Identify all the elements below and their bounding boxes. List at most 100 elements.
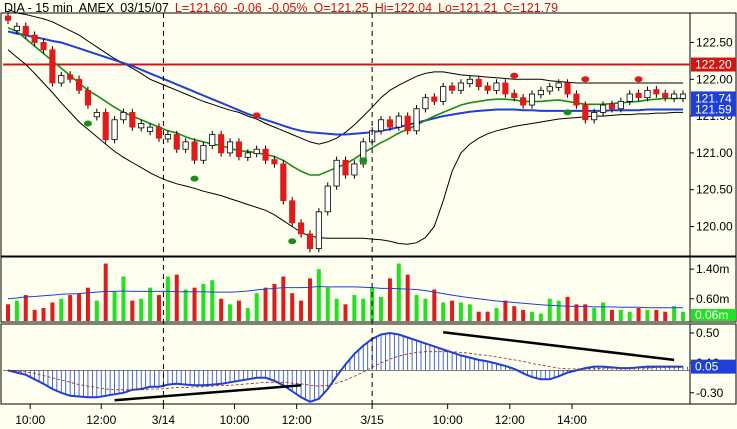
candle-down bbox=[342, 159, 349, 176]
time-tick-label: 3/15 bbox=[360, 413, 384, 427]
volume-bar bbox=[538, 313, 543, 321]
candle-down bbox=[173, 134, 180, 150]
candle-down bbox=[484, 85, 491, 91]
volume-bar bbox=[672, 306, 677, 321]
candle-down bbox=[31, 34, 38, 43]
time-tick-label: 10:00 bbox=[15, 413, 45, 427]
candle-up bbox=[600, 104, 607, 113]
divergence-line bbox=[443, 330, 675, 362]
volume-bar bbox=[645, 309, 650, 321]
volume-bar bbox=[441, 302, 446, 321]
candle-up bbox=[315, 211, 322, 250]
volume-bar bbox=[59, 298, 64, 321]
candle-down bbox=[511, 92, 518, 99]
volume-bar bbox=[485, 311, 490, 321]
oscillator-tick-label: 0.50 bbox=[696, 326, 720, 340]
candle-up bbox=[591, 112, 598, 121]
time-tick-label: 3/14 bbox=[152, 413, 176, 427]
high-marker bbox=[634, 76, 643, 83]
volume-bar bbox=[530, 311, 535, 321]
volume-average-line bbox=[7, 285, 683, 309]
oscillator-panel[interactable]: 0.500.10-0.300.05 bbox=[0, 323, 737, 405]
candle-down bbox=[191, 141, 198, 161]
volume-bar bbox=[609, 309, 614, 321]
volume-bar bbox=[387, 278, 392, 321]
oscillator-tick-label: -0.30 bbox=[696, 386, 724, 400]
high-marker bbox=[252, 112, 261, 119]
candle-up bbox=[395, 115, 402, 128]
candle-down bbox=[449, 85, 456, 91]
oscillator-line bbox=[7, 331, 683, 403]
volume-bar bbox=[236, 300, 241, 321]
volume-bar bbox=[316, 269, 321, 321]
candle-up bbox=[182, 141, 189, 150]
volume-bar bbox=[281, 276, 286, 321]
candle-up bbox=[422, 97, 429, 110]
volume-bar bbox=[432, 289, 437, 321]
volume-bar bbox=[192, 287, 197, 321]
volume-bar bbox=[521, 309, 526, 321]
volume-bar bbox=[299, 300, 304, 321]
candle-up bbox=[440, 86, 447, 102]
price-label-box bbox=[691, 91, 736, 106]
volume-bar bbox=[458, 302, 463, 321]
candle-down bbox=[289, 200, 296, 224]
volume-label-box bbox=[691, 309, 736, 321]
time-tick-label: 12:00 bbox=[86, 413, 116, 427]
oscillator-label-box bbox=[691, 359, 736, 374]
candle-down bbox=[22, 25, 29, 36]
price-change: -0.06 bbox=[233, 1, 262, 15]
volume-bar bbox=[165, 276, 170, 321]
candle-up bbox=[226, 141, 234, 154]
low-price: Lo=121.21 bbox=[438, 1, 498, 15]
divergence-line bbox=[114, 384, 302, 402]
candle-down bbox=[271, 159, 278, 165]
volume-bar bbox=[405, 274, 410, 321]
volume-bar bbox=[148, 287, 153, 321]
lower-band-line bbox=[7, 49, 683, 245]
volume-bar bbox=[379, 296, 384, 321]
volume-bar bbox=[290, 293, 295, 321]
volume-bar bbox=[14, 300, 19, 321]
candle-down bbox=[67, 74, 74, 80]
candle-down bbox=[155, 126, 163, 139]
price-tick-label: 121.00 bbox=[696, 146, 733, 160]
volume-bar bbox=[219, 298, 224, 321]
oscillator-label-text: 0.05 bbox=[695, 360, 719, 374]
candle-down bbox=[520, 97, 527, 106]
volume-bar bbox=[512, 306, 517, 321]
symbol-label: DIA - 15 min bbox=[4, 1, 73, 15]
volume-bar bbox=[183, 289, 188, 321]
volume-panel[interactable]: 1.40m 0.60m 0.06m bbox=[0, 256, 737, 323]
candle-up bbox=[138, 123, 145, 129]
volume-bar bbox=[547, 298, 552, 321]
volume-bar bbox=[6, 304, 10, 321]
candle-down bbox=[4, 15, 12, 21]
price-change-pct: -0.05% bbox=[267, 1, 308, 15]
exchange-label: AMEX bbox=[78, 1, 115, 15]
candle-up bbox=[120, 112, 127, 121]
volume-bar bbox=[494, 308, 499, 321]
price-scale-frame bbox=[689, 12, 737, 257]
price-label-text: 121.74 bbox=[695, 91, 732, 105]
candle-down bbox=[502, 82, 509, 95]
volume-bar bbox=[112, 291, 117, 321]
volume-bar bbox=[503, 300, 508, 321]
candle-up bbox=[164, 134, 171, 140]
price-tick-label: 122.00 bbox=[696, 72, 733, 86]
volume-bar bbox=[343, 304, 348, 321]
candle-down bbox=[49, 49, 56, 84]
volume-bar bbox=[103, 263, 108, 321]
candle-up bbox=[13, 25, 20, 32]
candle-up bbox=[324, 185, 331, 213]
candle-down bbox=[404, 115, 411, 132]
volume-bar bbox=[450, 300, 455, 321]
volume-bar bbox=[565, 296, 570, 321]
price-label-box bbox=[691, 102, 736, 117]
volume-bar bbox=[32, 309, 37, 321]
candle-down bbox=[431, 96, 438, 102]
candle-up bbox=[147, 126, 154, 132]
price-panel[interactable]: 122.50122.00121.50121.00120.50120.00122.… bbox=[0, 8, 737, 257]
volume-bar bbox=[627, 311, 632, 321]
volume-label-text: 0.06m bbox=[695, 308, 728, 322]
